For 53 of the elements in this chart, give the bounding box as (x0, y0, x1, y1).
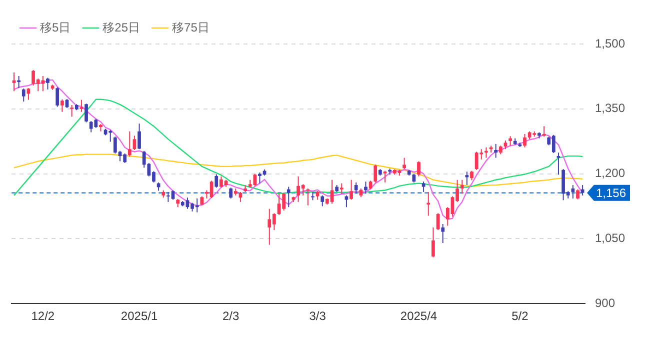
x-tick-label: 2/3 (222, 309, 240, 324)
candlestick (441, 223, 445, 244)
candlestick (465, 171, 469, 186)
candlestick (494, 143, 498, 158)
candlestick (470, 170, 474, 181)
candlestick (417, 160, 420, 177)
candlestick (432, 226, 435, 258)
candlestick (320, 194, 324, 207)
candlestick (22, 88, 26, 102)
candlestick (508, 136, 512, 146)
candlestick (523, 133, 526, 148)
candlestick (426, 191, 430, 216)
y-tick-label: 1,050 (594, 231, 626, 246)
candlestick (128, 130, 132, 157)
candlestick (484, 146, 488, 158)
candlestick (56, 86, 60, 108)
candlestick (350, 179, 353, 200)
candlestick (354, 182, 358, 194)
candlestick (286, 186, 290, 208)
candlestick (306, 188, 310, 206)
candlestick (17, 76, 21, 89)
candlestick (60, 98, 64, 112)
y-tick-label: 1,350 (594, 101, 626, 116)
y-tick-label: 1,500 (594, 36, 626, 50)
x-tick-label: 12/2 (31, 309, 55, 324)
candlestick (229, 187, 233, 199)
x-tick-label: 3/3 (309, 309, 326, 324)
candlestick (383, 170, 387, 183)
candlestick (374, 164, 378, 183)
candlestick (340, 182, 344, 194)
candlestick (556, 152, 560, 176)
candlestick (80, 99, 84, 112)
candlestick (402, 157, 406, 170)
y-tick-label: 1,200 (594, 166, 626, 180)
candlestick (138, 123, 141, 150)
candlestick (84, 103, 88, 123)
candlestick (200, 196, 204, 206)
candlestick (576, 188, 580, 200)
candlestick (460, 179, 464, 194)
candlestick (571, 184, 575, 199)
candlestick (46, 77, 50, 90)
ref-line-label: 1,156 (596, 186, 626, 200)
legend-label: 移5日 (40, 20, 71, 34)
y-tick-label: 900 (594, 296, 616, 310)
x-tick-label: 2025/4 (400, 309, 438, 324)
candlestick (70, 104, 74, 118)
legend-label: 移75日 (172, 20, 210, 34)
candlestick (132, 135, 136, 151)
candlestick (26, 88, 30, 100)
candlestick (214, 174, 218, 188)
legend-label: 移25日 (102, 20, 140, 34)
x-tick-label: 2025/1 (120, 309, 158, 324)
x-tick-label: 5/2 (512, 309, 529, 324)
